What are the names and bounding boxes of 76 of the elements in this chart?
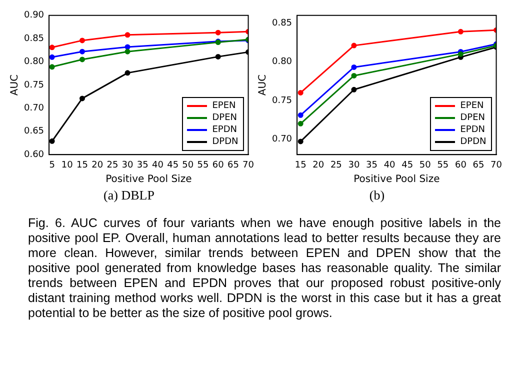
caption: Fig. 6. AUC curves of four variants when we have enough positive labels in the positive pool EP. Overall, human annotations lead to better results because they are more clean. However, similar trends between EPEN and DPEN show that the positive pool generated from knowledge bases has reasonable quality. The similar trends between EPEN and EPDN proves that our proposed robust positive-only distant training method works well. DPDN is the worst in this case but it has a great potential to be better as the size of positive pool grows. bbox=[28, 216, 501, 321]
legend-label: EPEN bbox=[460, 100, 484, 112]
x-tick-label: 55 bbox=[197, 160, 209, 170]
x-tick-label: 50 bbox=[419, 160, 432, 170]
point bbox=[351, 64, 357, 70]
legend-label: EPEN bbox=[212, 100, 236, 112]
point bbox=[49, 138, 55, 144]
x-axis-title: Positive Pool Size bbox=[106, 174, 192, 185]
x-tick-label: 30 bbox=[122, 160, 134, 170]
x-tick-label: 40 bbox=[152, 160, 164, 170]
y-axis-title: AUC bbox=[258, 74, 269, 96]
y-tick-label: 0.60 bbox=[24, 150, 44, 160]
point bbox=[215, 30, 221, 36]
x-tick-label: 70 bbox=[490, 160, 502, 170]
y-tick-label: 0.90 bbox=[24, 10, 44, 21]
text: (a) DBLP bbox=[104, 188, 154, 203]
point bbox=[79, 96, 85, 102]
x-tick-label: 35 bbox=[136, 160, 148, 170]
point bbox=[351, 42, 357, 48]
point bbox=[124, 44, 130, 50]
x-tick-label: 60 bbox=[454, 160, 467, 170]
x-tick-label: 50 bbox=[182, 160, 194, 170]
point bbox=[124, 70, 130, 76]
point bbox=[351, 86, 357, 92]
y-tick-label: 0.70 bbox=[272, 134, 292, 144]
legend-label: DPDN bbox=[212, 136, 238, 148]
text: (b) bbox=[369, 188, 385, 203]
x-tick-label: 10 bbox=[61, 160, 74, 170]
x-tick-label: 15 bbox=[76, 160, 88, 170]
point bbox=[298, 112, 304, 118]
x-tick-label: 70 bbox=[242, 160, 254, 170]
x-tick-label: 20 bbox=[92, 160, 104, 170]
x-tick-label: 15 bbox=[294, 160, 306, 170]
x-tick-label: 35 bbox=[366, 160, 378, 170]
x-tick-label: 45 bbox=[167, 160, 179, 170]
y-tick-label: 0.75 bbox=[24, 80, 44, 90]
point bbox=[351, 72, 357, 78]
point bbox=[79, 48, 85, 54]
point bbox=[49, 44, 55, 50]
point bbox=[298, 120, 304, 126]
y-tick-label: 0.80 bbox=[272, 57, 292, 68]
legend-label: EPDN bbox=[212, 124, 238, 136]
y-tick-label: 0.85 bbox=[24, 34, 44, 44]
legend-label: DPDN bbox=[460, 136, 486, 148]
x-tick-label: 40 bbox=[384, 160, 396, 170]
point bbox=[124, 32, 130, 38]
legend-label: DPEN bbox=[212, 112, 238, 124]
point bbox=[458, 28, 464, 34]
point bbox=[49, 54, 55, 60]
x-tick-label: 45 bbox=[402, 160, 414, 170]
point bbox=[458, 51, 464, 57]
x-tick-label: 20 bbox=[312, 160, 324, 170]
point bbox=[124, 48, 130, 54]
x-tick-label: 65 bbox=[227, 160, 239, 170]
y-axis-title: AUC bbox=[10, 74, 21, 96]
x-tick-label: 65 bbox=[472, 160, 484, 170]
y-tick-label: 0.80 bbox=[24, 57, 44, 68]
point bbox=[298, 90, 304, 96]
point bbox=[298, 138, 304, 144]
x-tick-label: 25 bbox=[106, 160, 118, 170]
y-tick-label: 0.75 bbox=[272, 96, 292, 106]
x-tick-label: 30 bbox=[348, 160, 360, 170]
y-tick-label: 0.85 bbox=[272, 18, 292, 28]
legend-label: DPEN bbox=[460, 112, 486, 124]
point bbox=[79, 38, 85, 44]
x-tick-label: 25 bbox=[330, 160, 342, 170]
x-tick-label: 60 bbox=[212, 160, 224, 170]
point bbox=[79, 56, 85, 62]
legend-label: EPDN bbox=[460, 124, 486, 136]
y-tick-label: 0.65 bbox=[24, 126, 44, 137]
point bbox=[49, 64, 55, 70]
y-tick-label: 0.70 bbox=[24, 104, 44, 114]
x-axis-title: Positive Pool Size bbox=[354, 174, 440, 185]
x-tick-label: 5 bbox=[49, 160, 55, 170]
point bbox=[215, 54, 221, 60]
x-tick-label: 55 bbox=[437, 160, 449, 170]
